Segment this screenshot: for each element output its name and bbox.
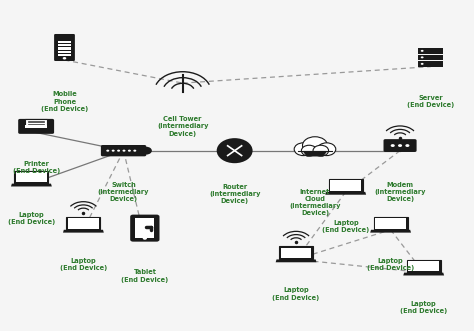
FancyBboxPatch shape [58, 48, 71, 50]
Text: Printer
(End Device): Printer (End Device) [12, 161, 60, 174]
FancyBboxPatch shape [419, 48, 443, 54]
FancyBboxPatch shape [18, 119, 54, 134]
Polygon shape [302, 151, 328, 157]
FancyBboxPatch shape [68, 218, 99, 229]
FancyBboxPatch shape [328, 179, 363, 192]
FancyBboxPatch shape [383, 139, 417, 152]
Circle shape [112, 150, 115, 152]
Text: Mobile
Phone
(End Device): Mobile Phone (End Device) [41, 91, 88, 112]
Text: Cell Tower
(Intermediary
Device): Cell Tower (Intermediary Device) [157, 116, 209, 137]
FancyBboxPatch shape [54, 34, 75, 61]
Circle shape [141, 147, 152, 155]
Text: Server
(End Device): Server (End Device) [407, 95, 455, 108]
Polygon shape [276, 260, 317, 262]
Text: Internet
Cloud
(Intermediary
Device): Internet Cloud (Intermediary Device) [289, 189, 341, 216]
Circle shape [143, 237, 147, 240]
Circle shape [421, 56, 424, 58]
Circle shape [405, 144, 410, 147]
FancyBboxPatch shape [375, 218, 406, 229]
Text: Laptop
(End Device): Laptop (End Device) [400, 301, 447, 314]
FancyBboxPatch shape [25, 125, 47, 128]
FancyBboxPatch shape [279, 246, 313, 260]
FancyBboxPatch shape [16, 172, 47, 182]
Text: Laptop
(End Device): Laptop (End Device) [322, 220, 369, 233]
Polygon shape [403, 273, 444, 275]
Text: Switch
(Intermediary
Device): Switch (Intermediary Device) [98, 182, 149, 203]
Circle shape [63, 57, 66, 60]
Circle shape [294, 143, 312, 156]
Text: Laptop
(End Device): Laptop (End Device) [273, 287, 319, 301]
Polygon shape [325, 192, 366, 195]
FancyBboxPatch shape [58, 41, 71, 43]
Circle shape [313, 145, 328, 156]
FancyBboxPatch shape [374, 217, 408, 230]
Circle shape [391, 144, 395, 147]
Circle shape [302, 137, 328, 154]
Polygon shape [63, 230, 104, 233]
FancyBboxPatch shape [14, 170, 48, 184]
FancyBboxPatch shape [25, 119, 47, 126]
FancyBboxPatch shape [130, 214, 159, 242]
Polygon shape [11, 184, 52, 186]
Circle shape [217, 138, 253, 163]
FancyBboxPatch shape [409, 261, 439, 271]
Circle shape [398, 144, 402, 147]
FancyBboxPatch shape [58, 54, 71, 56]
FancyBboxPatch shape [101, 145, 146, 156]
FancyBboxPatch shape [136, 218, 155, 238]
FancyBboxPatch shape [419, 61, 443, 67]
Circle shape [301, 145, 317, 156]
Text: Tablet
(End Device): Tablet (End Device) [121, 269, 168, 283]
Circle shape [318, 143, 336, 156]
Circle shape [106, 150, 109, 152]
Circle shape [122, 150, 126, 152]
Polygon shape [370, 230, 411, 233]
Text: Router
(Intermediary
Device): Router (Intermediary Device) [209, 184, 260, 204]
Circle shape [421, 63, 424, 65]
Text: Laptop
(End Device): Laptop (End Device) [367, 258, 414, 271]
Text: Modem
(Intermediary
Device): Modem (Intermediary Device) [374, 182, 426, 203]
FancyBboxPatch shape [66, 217, 100, 230]
FancyBboxPatch shape [58, 44, 71, 46]
FancyBboxPatch shape [330, 180, 361, 191]
FancyBboxPatch shape [407, 260, 441, 273]
Text: Laptop
(End Device): Laptop (End Device) [8, 212, 55, 225]
Circle shape [133, 150, 137, 152]
FancyBboxPatch shape [419, 55, 443, 60]
Circle shape [421, 50, 424, 52]
FancyBboxPatch shape [58, 51, 71, 53]
Text: Laptop
(End Device): Laptop (End Device) [60, 258, 107, 271]
Circle shape [128, 150, 131, 152]
Circle shape [117, 150, 120, 152]
FancyBboxPatch shape [281, 248, 311, 258]
